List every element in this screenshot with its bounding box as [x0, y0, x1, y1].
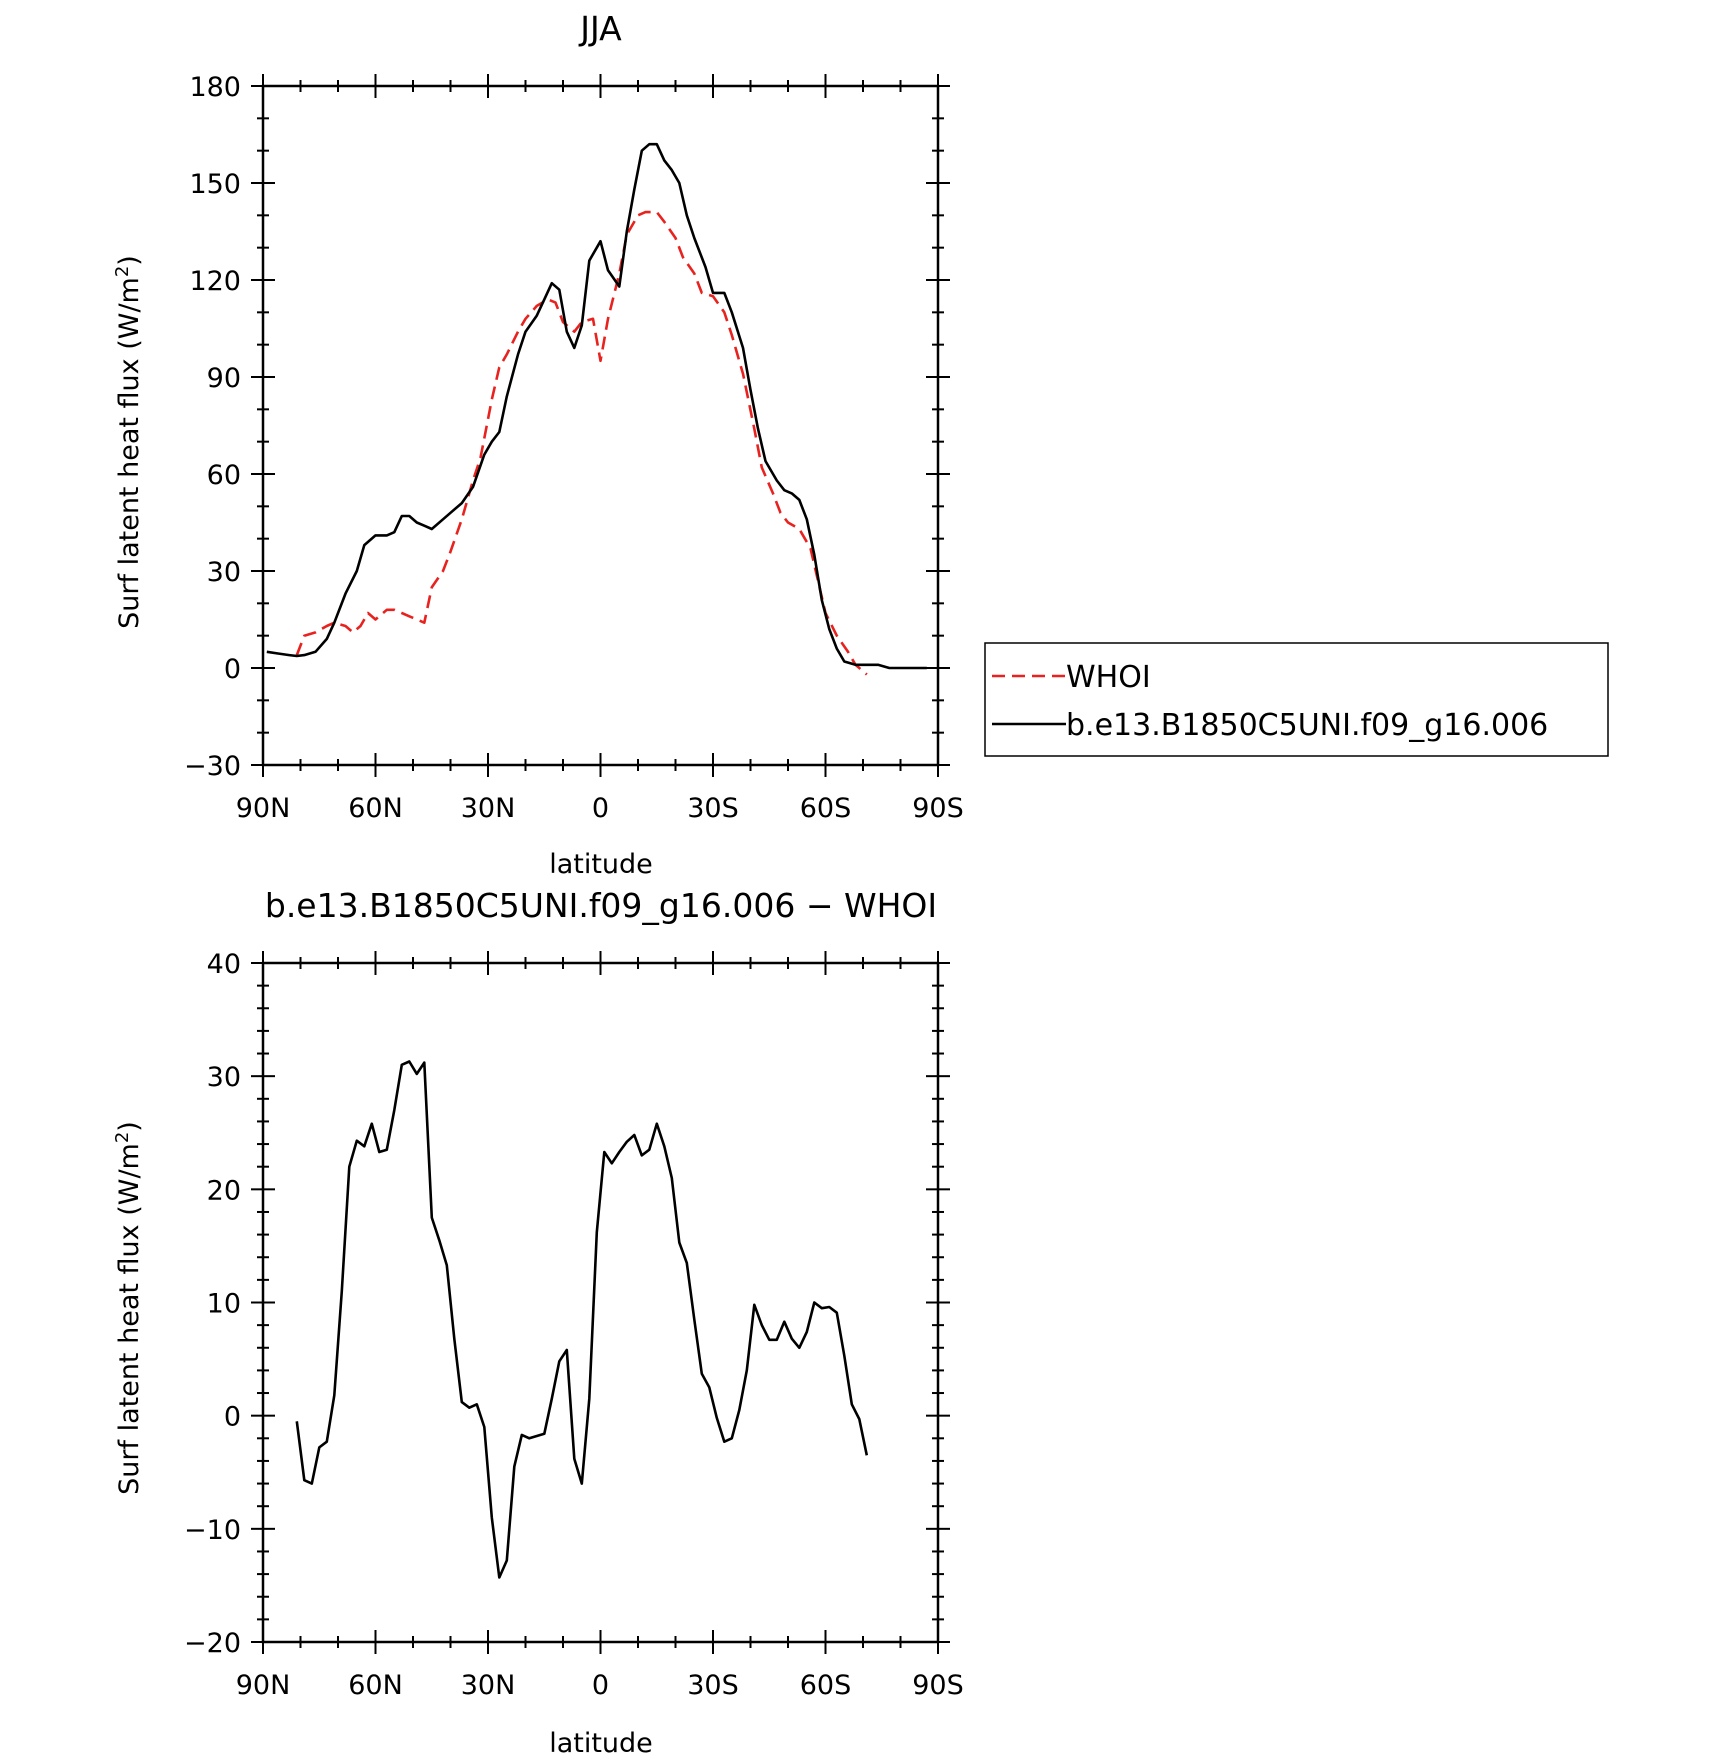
- top-y-tick-label: 60: [207, 460, 241, 491]
- top-y-axis-label: Surf latent heat flux (W/m2): [112, 255, 145, 629]
- bottom-x-tick-label: 90N: [236, 1670, 291, 1701]
- top-x-tick-label: 60N: [348, 793, 403, 824]
- bottom-x-tick-label: 60N: [348, 1670, 403, 1701]
- top-y-tick-label: 120: [189, 266, 241, 297]
- bottom-x-axis-label: latitude: [549, 1728, 653, 1756]
- bottom-y-tick-label: 10: [207, 1289, 241, 1320]
- bottom-x-tick-label: 90S: [912, 1670, 964, 1701]
- top-y-tick-label: 30: [207, 557, 241, 588]
- top-x-tick-label: 90S: [912, 793, 964, 824]
- bottom-y-axis-label: Surf latent heat flux (W/m2): [112, 1121, 145, 1495]
- top-series-whoi-line: [295, 210, 868, 676]
- bottom-chart-title: b.e13.B1850C5UNI.f09_g16.006 − WHOI: [265, 886, 937, 925]
- top-y-tick-label: 150: [189, 169, 241, 200]
- top-x-tick-label: 30S: [687, 793, 739, 824]
- top-y-tick-label: −30: [184, 751, 241, 782]
- top-chart-title: JJA: [578, 9, 622, 48]
- top-x-axis-label: latitude: [549, 849, 653, 880]
- top-x-tick-label: 30N: [461, 793, 516, 824]
- top-y-tick-label: 90: [207, 363, 241, 394]
- bottom-series-model-line: [295, 1060, 869, 1579]
- bottom-x-tick-label: 30N: [461, 1670, 516, 1701]
- legend-label-whoi: WHOI: [1066, 660, 1151, 695]
- bottom-y-axis-label-sup: 2: [112, 1132, 133, 1143]
- top-y-tick-label: 0: [224, 654, 241, 685]
- bottom-y-tick-label: 20: [207, 1175, 241, 1206]
- legend-box: [984, 642, 1609, 757]
- legend-label-model: b.e13.B1850C5UNI.f09_g16.006: [1066, 708, 1548, 743]
- bottom-y-axis-label-end: ): [114, 1121, 145, 1132]
- bottom-x-tick-label: 60S: [800, 1670, 852, 1701]
- top-panel: JJA 90N 60N 30N 0 30S 60S 90S −30 0 30 60 90 120 150 1…: [112, 9, 964, 880]
- top-y-axis-label-main: Surf latent heat flux (W/m: [114, 277, 145, 629]
- top-x-tick-label: 60S: [800, 793, 852, 824]
- bottom-y-tick-label: 30: [207, 1062, 241, 1093]
- top-y-axis-label-sup: 2: [112, 266, 133, 277]
- top-x-tick-label: 90N: [236, 793, 291, 824]
- bottom-y-tick-label: 40: [207, 949, 241, 980]
- bottom-x-tick-label: 30S: [687, 1670, 739, 1701]
- bottom-y-tick-label: 0: [224, 1402, 241, 1433]
- bottom-y-tick-label: −10: [184, 1515, 241, 1546]
- top-plot-frame: [261, 84, 940, 767]
- top-y-axis-label-end: ): [114, 255, 145, 266]
- bottom-panel: b.e13.B1850C5UNI.f09_g16.006 − WHOI 90N 6…: [112, 886, 964, 1756]
- bottom-x-tick-label: 0: [592, 1670, 609, 1701]
- bottom-plot-area: 90N 60N 30N 0 30S 60S 90S −20 −10 0 10 20 30 40: [184, 949, 964, 1701]
- bottom-y-tick-label: −20: [184, 1628, 241, 1659]
- top-y-tick-label: 180: [189, 72, 241, 103]
- bottom-y-axis-label-main: Surf latent heat flux (W/m: [114, 1143, 145, 1495]
- top-plot-area: 90N 60N 30N 0 30S 60S 90S −30 0 30 60 90 120 150 180: [184, 72, 964, 824]
- top-x-tick-label: 0: [592, 793, 609, 824]
- legend: WHOI b.e13.B1850C5UNI.f09_g16.006: [984, 642, 1609, 757]
- top-series-model-line: [266, 142, 927, 670]
- bottom-plot-frame: [261, 961, 940, 1644]
